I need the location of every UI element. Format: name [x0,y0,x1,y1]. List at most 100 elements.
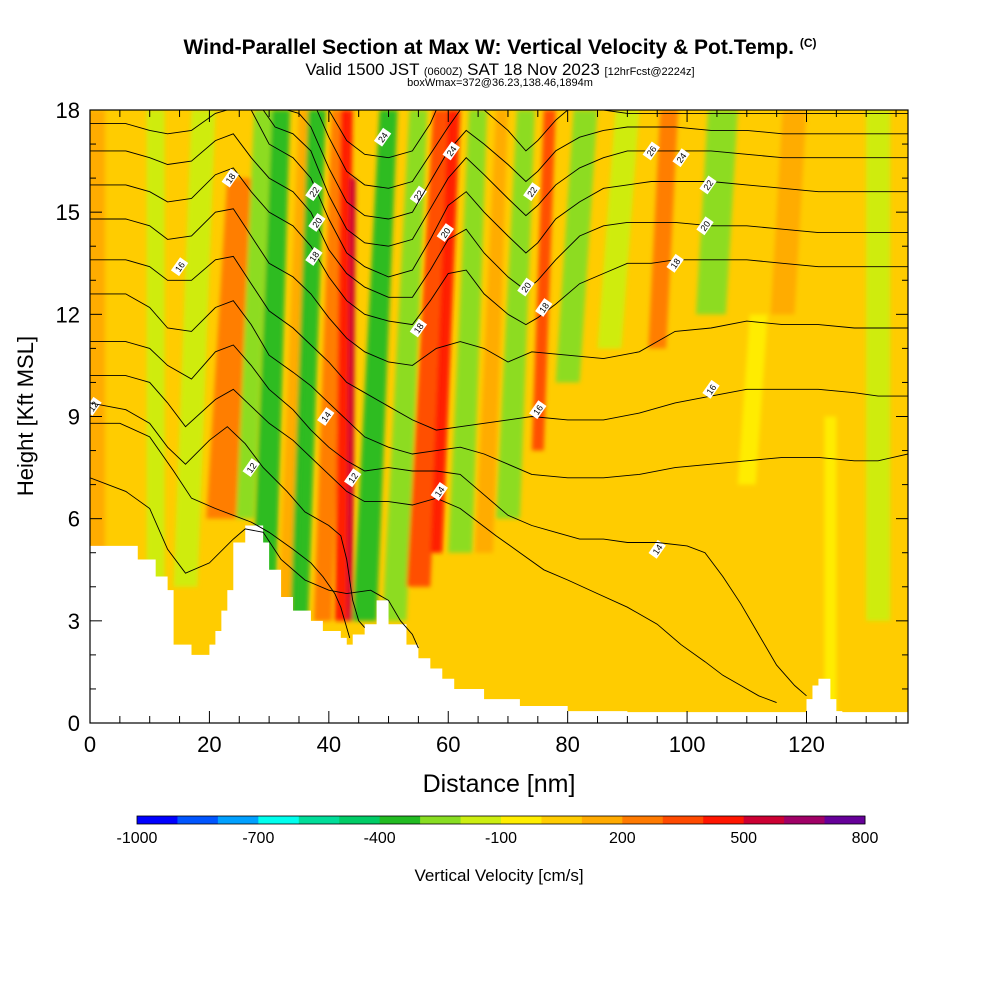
contour-label-bg [344,468,362,488]
colorbar-swatch [298,816,340,824]
theta-contour [90,133,908,298]
contour-label-bg [517,277,535,297]
contour-label: 22 [699,175,717,195]
contour-label-text: 20 [310,216,324,230]
colorbar-swatch [460,816,502,824]
colorbar-swatch [177,816,219,824]
contour-label: 18 [666,253,684,273]
velocity-bands [90,110,891,723]
contour-label-bg [305,246,323,266]
contour-label-text: 12 [86,400,100,414]
contour-label-bg [529,400,547,420]
forecast-info: [12hrFcst@2224z] [604,66,695,78]
contour-label: 24 [442,141,460,161]
contour-label: 18 [305,246,323,266]
velocity-band [346,178,356,621]
contour-label-text: 24 [675,151,689,165]
contour-label-bg [409,318,428,338]
contour-label-bg [702,379,720,399]
contour-label-bg [699,175,717,195]
theta-contour [90,477,419,649]
contour-label-text: 24 [376,131,390,145]
contour-label-text: 22 [307,185,321,199]
velocity-band [648,110,679,349]
contour-label: 14 [648,539,666,559]
contour-label-text: 18 [307,250,321,264]
colorbar-swatch [622,816,664,824]
colorbar-swatch [581,816,623,824]
contour-label-text: 12 [346,471,360,485]
terrain [90,525,908,723]
contour-label: 14 [317,407,335,426]
contour-label-bg [221,168,239,188]
contour-label: 14 [430,481,448,501]
colorbar-tick-label: -1000 [117,830,158,847]
contour-label-text: 22 [412,188,426,202]
colorbar-swatch [662,816,704,824]
colorbar-frame [136,815,866,825]
y-tick-label: 15 [56,200,80,225]
colorbar-tick-label: 500 [730,830,757,847]
colorbar-swatch [217,816,259,824]
velocity-band [352,110,398,621]
contour-label: 18 [221,168,239,188]
valid-date: SAT 18 Nov 2023 [467,60,600,79]
theta-contour [90,341,807,697]
colorbar-swatch [420,816,462,824]
colorbar-swatch [258,816,300,824]
velocity-field [90,110,891,723]
theta-contour [90,402,366,628]
contour-label-text: 18 [537,301,551,315]
valid-time: Valid 1500 JST [305,60,420,79]
colorbar-tick-label: -400 [364,830,396,847]
contour-label-text: 14 [651,543,665,557]
contour-label-text: 20 [698,219,712,233]
x-tick-label: 100 [669,732,706,757]
colorbar-label: Vertical Velocity [cm/s] [414,866,583,885]
y-tick-label: 6 [68,507,80,532]
contour-label-bg [242,458,260,478]
colorbar-swatch [743,816,785,824]
contour-label: 24 [672,148,690,168]
velocity-band [531,110,556,451]
contour-label-bg [642,141,660,161]
contour-label: 22 [409,185,428,205]
theta-contour [90,110,228,135]
terrain-layer [90,525,908,723]
colorbar-tick-label: 200 [609,830,636,847]
contour-label: 12 [344,468,362,488]
colorbar-tick-label: -700 [242,830,274,847]
velocity-band [146,110,165,587]
contour-label: 22 [523,182,541,202]
boxwmax-info: boxWmax=372@36.23,138.46,1894m [407,77,593,89]
velocity-band [290,110,326,621]
contour-label: 20 [308,212,326,232]
y-tick-label: 18 [56,98,80,123]
contour-label: 18 [535,298,553,317]
velocity-band [866,110,891,621]
chart-title-suffix: (C) [799,36,817,50]
theta-contours: 12 12 12 14 14 14 16 16 16 18 18 18 18 18 20 20 20 20 22 22… [86,110,908,704]
contour-label: 20 [517,277,535,297]
contour-label-text: 22 [701,178,715,192]
contour-label: 16 [529,400,547,420]
contour-label-text: 24 [445,144,459,158]
contour-label-text: 22 [525,185,539,199]
contour-label-text: 16 [704,383,718,397]
contour-label: 18 [409,318,428,338]
theta-contour [316,110,461,189]
contour-label-bg [442,141,460,161]
contour-label-text: 18 [412,321,426,335]
colorbar-swatch [703,816,745,824]
theta-contour [90,422,351,639]
x-tick-label: 20 [197,732,221,757]
velocity-band [236,110,273,519]
velocity-band [382,110,428,621]
x-tick-label: 120 [788,732,825,757]
contour-label-text: 16 [531,403,545,417]
contour-label: 20 [436,223,454,243]
contour-label: 16 [170,257,189,277]
velocity-band [555,110,598,383]
velocity-band [406,110,452,587]
y-tick-label: 9 [68,405,80,430]
